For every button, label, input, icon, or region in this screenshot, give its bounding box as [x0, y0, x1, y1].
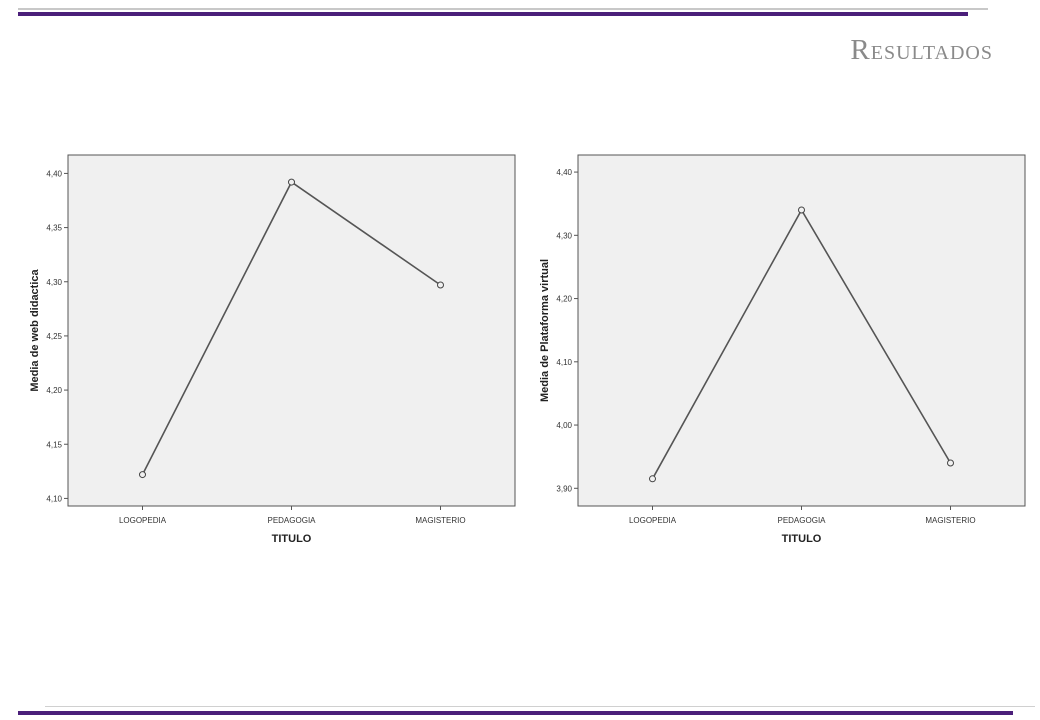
y-tick-label: 3,90: [556, 484, 572, 493]
x-tick-label: PEDAGOGIA: [267, 516, 316, 525]
x-tick-label: MAGISTERIO: [415, 516, 465, 525]
y-tick-label: 4,40: [46, 169, 62, 178]
chart-plataforma-virtual: 3,90 4,00 4,10 4,20 4,30 4,40 LOGOPEDIA PEDAGOG…: [535, 145, 1035, 555]
data-point: [437, 281, 444, 289]
x-tick-label: MAGISTERIO: [925, 516, 975, 525]
chart-svg: 3,90 4,00 4,10 4,20 4,30 4,40 LOGOPEDIA PEDAGOG…: [539, 154, 1026, 545]
bottom-divider-purple: [18, 711, 1013, 715]
y-tick-label: 4,10: [46, 494, 62, 503]
x-tick-label: LOGOPEDIA: [119, 516, 167, 525]
x-axis-title: TITULO: [782, 533, 822, 545]
data-point: [798, 206, 805, 214]
data-point: [649, 475, 656, 483]
top-divider-purple: [18, 12, 968, 16]
page-title: Resultados: [850, 34, 993, 66]
y-tick-label: 4,30: [46, 278, 62, 287]
y-tick-label: 4,20: [556, 295, 572, 304]
y-tick-label: 4,35: [46, 224, 62, 233]
data-point: [288, 178, 295, 186]
chart-svg: 4,10 4,15 4,20 4,25 4,30 4,35 4,40 LOGOPEDIA PED…: [29, 154, 516, 545]
y-tick-label: 4,40: [556, 168, 572, 177]
x-axis-title: TITULO: [272, 533, 312, 545]
y-tick-label: 4,15: [46, 440, 62, 449]
y-axis-title: Media de web didactica: [29, 268, 41, 391]
data-point: [947, 459, 954, 467]
chart-web-didactica: 4,10 4,15 4,20 4,25 4,30 4,35 4,40 LOGOPEDIA PED…: [25, 145, 525, 555]
y-tick-label: 4,30: [556, 231, 572, 240]
x-tick-label: PEDAGOGIA: [777, 516, 826, 525]
top-divider-gray: [18, 8, 988, 10]
x-tick-label: LOGOPEDIA: [629, 516, 677, 525]
y-tick-label: 4,25: [46, 332, 62, 341]
y-tick-label: 4,10: [556, 358, 572, 367]
y-axis-title: Media de Plataforma virtual: [539, 259, 551, 402]
bottom-divider-gray: [45, 706, 1035, 707]
data-point: [139, 471, 146, 479]
plot-area: [67, 154, 516, 507]
y-tick-label: 4,20: [46, 386, 62, 395]
y-tick-label: 4,00: [556, 421, 572, 430]
